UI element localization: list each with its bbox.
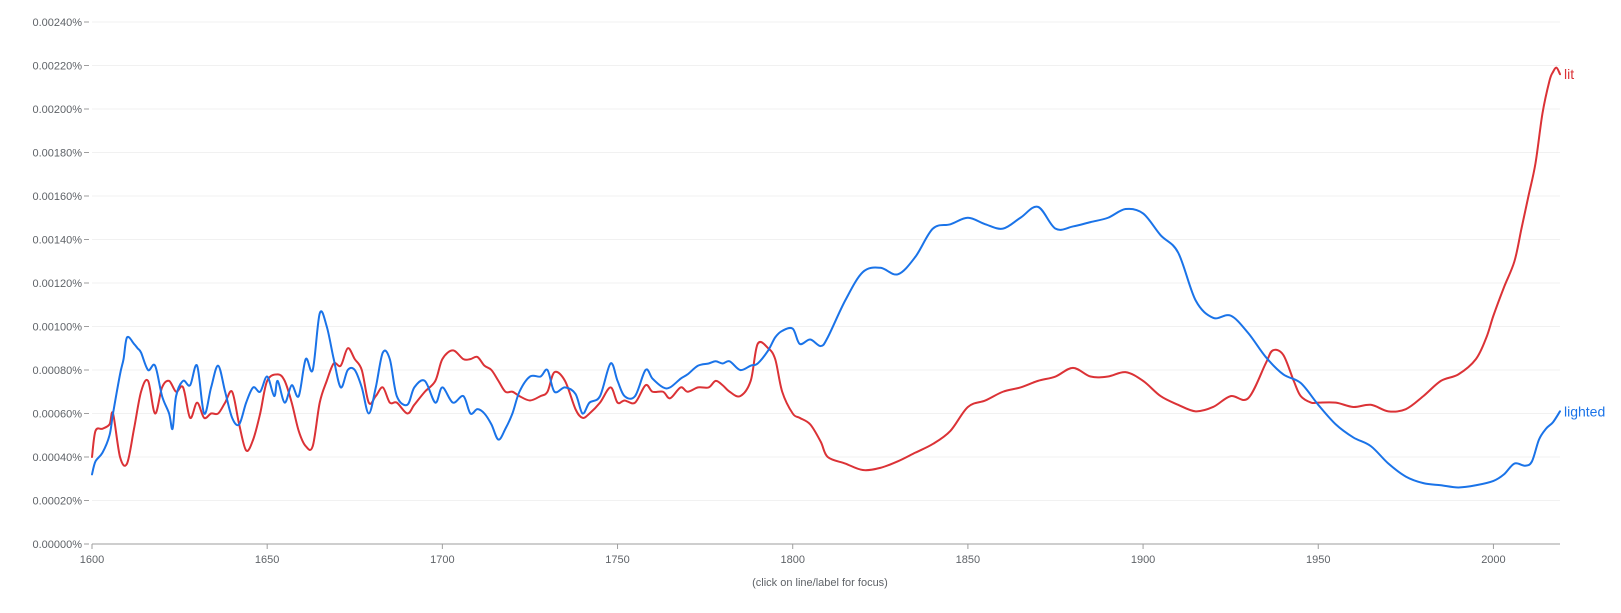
y-tick-label: 0.00140% — [32, 235, 82, 247]
y-tick-label: 0.00060% — [32, 409, 82, 421]
x-tick-label: 1600 — [80, 554, 104, 566]
y-tick-label: 0.00100% — [32, 322, 82, 334]
series-lines[interactable] — [91, 66, 1561, 489]
series-label-lighted[interactable]: lighted — [1564, 403, 1605, 419]
y-tick-label: 0.00040% — [32, 452, 82, 464]
y-tick-label: 0.00220% — [32, 61, 82, 73]
x-tick-label: 1800 — [780, 554, 804, 566]
x-tick-label: 1950 — [1306, 554, 1330, 566]
y-tick-label: 0.00240% — [32, 17, 82, 29]
x-tick-label: 1750 — [605, 554, 629, 566]
x-axis: 1600 1650 1700 1750 1800 1850 1900 1950 2000 — [80, 543, 1560, 566]
x-tick-label: 1900 — [1131, 554, 1155, 566]
series-line-lighted[interactable] — [91, 205, 1561, 489]
x-tick-label: 1650 — [255, 554, 279, 566]
y-tick-label: 0.00160% — [32, 191, 82, 203]
y-tick-label: 0.00200% — [32, 104, 82, 116]
series-label-lit[interactable]: lit — [1564, 66, 1574, 82]
y-tick-label: 0.00080% — [32, 365, 82, 377]
focus-hint: (click on line/label for focus) — [752, 577, 888, 589]
x-tick-label: 1850 — [956, 554, 980, 566]
x-tick-label: 1700 — [430, 554, 454, 566]
y-axis: 0.00000% 0.00020% 0.00040% 0.00060% 0.00080%… — [32, 17, 89, 551]
x-tick-label: 2000 — [1481, 554, 1505, 566]
y-tick-label: 0.00000% — [32, 539, 82, 551]
series-labels[interactable]: lit lighted — [1564, 66, 1605, 419]
series-line-lit[interactable] — [91, 66, 1561, 472]
gridlines — [92, 21, 1560, 501]
y-tick-label: 0.00020% — [32, 496, 82, 508]
y-tick-label: 0.00180% — [32, 148, 82, 160]
y-tick-label: 0.00120% — [32, 278, 82, 290]
